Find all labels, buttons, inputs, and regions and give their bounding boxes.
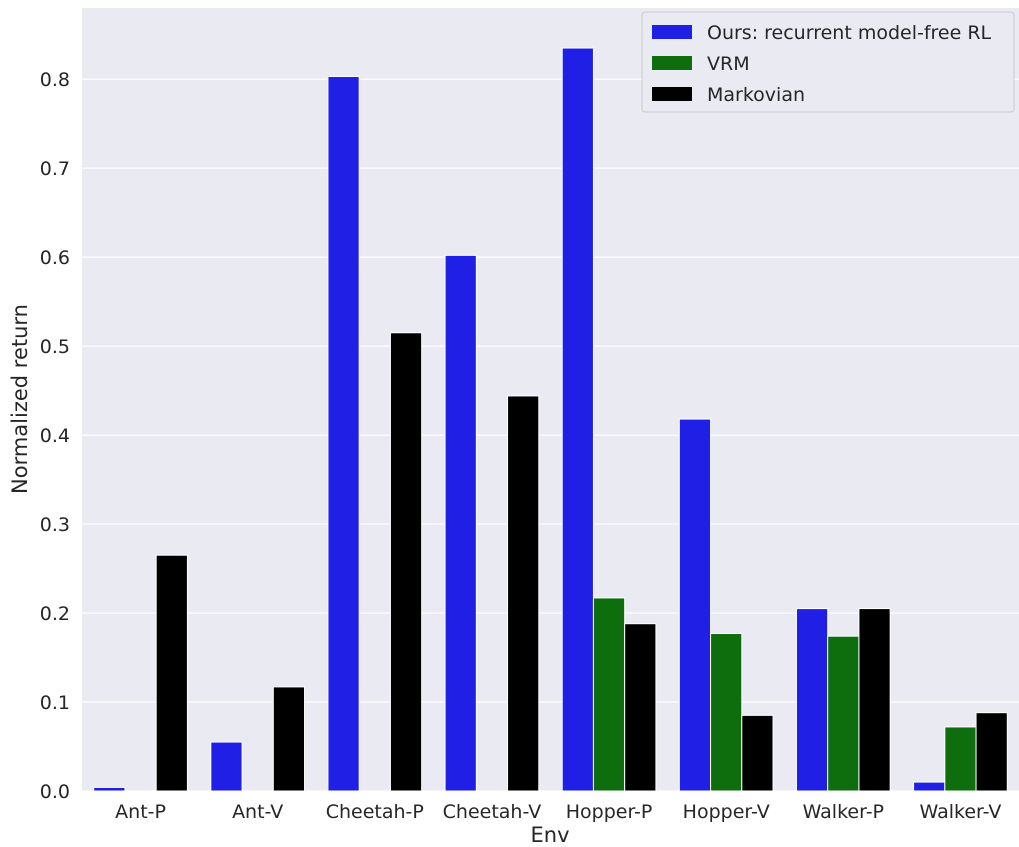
legend-box	[641, 11, 1015, 113]
y-tick-label: 0.4	[40, 425, 70, 447]
y-tick-label: 0.0	[40, 781, 70, 803]
bar-hopper-v-series-1	[710, 633, 743, 792]
bar-walker-p-series-1	[827, 635, 860, 792]
bars	[93, 47, 1008, 792]
x-tick-label-cheetah-p: Cheetah-P	[326, 801, 424, 823]
bar-walker-p-series-0	[795, 608, 829, 792]
bar-walker-p-series-2	[858, 608, 891, 792]
bar-ant-p-series-2	[155, 554, 188, 792]
legend-swatch-ours	[652, 25, 692, 39]
y-tick-label: 0.2	[40, 603, 70, 625]
bar-walker-v-series-2	[975, 712, 1008, 792]
legend-swatch-vrm	[652, 56, 692, 70]
bar-ant-v-series-2	[272, 686, 306, 792]
y-tick-label: 0.5	[40, 336, 70, 358]
y-tick-label: 0.6	[40, 247, 70, 269]
x-tick-label-hopper-p: Hopper-P	[566, 801, 653, 823]
x-tick-label-walker-v: Walker-V	[920, 801, 1002, 823]
bar-hopper-p-series-1	[592, 597, 626, 792]
x-tick-label-cheetah-v: Cheetah-V	[443, 801, 542, 823]
y-axis-label: Normalized return	[8, 304, 32, 494]
bar-cheetah-v-series-0	[444, 254, 477, 792]
y-tick-label: 0.3	[40, 514, 70, 536]
y-tick-label: 0.8	[40, 69, 70, 91]
x-tick-label-ant-v: Ant-V	[232, 801, 283, 823]
bar-ant-v-series-0	[210, 741, 243, 792]
bar-cheetah-v-series-2	[507, 395, 540, 792]
bar-hopper-v-series-0	[678, 418, 712, 792]
legend-label-vrm: VRM	[707, 53, 750, 75]
bar-hopper-p-series-0	[561, 47, 594, 792]
y-tick-labels: 0.0 0.1 0.2 0.3 0.4 0.5 0.6 0.7 0.8	[40, 69, 70, 803]
y-tick-label: 0.7	[40, 158, 70, 180]
legend-label-ours: Ours: recurrent model-free RL	[707, 22, 992, 44]
bar-hopper-v-series-2	[741, 714, 774, 792]
legend: Ours: recurrent model-free RL VRM Markov…	[641, 11, 1015, 113]
bar-walker-v-series-0	[913, 781, 946, 792]
x-tick-label-walker-p: Walker-P	[803, 801, 884, 823]
x-tick-label-ant-p: Ant-P	[115, 801, 166, 823]
legend-label-markovian: Markovian	[707, 84, 805, 106]
y-tick-label: 0.1	[40, 692, 70, 714]
bar-ant-p-series-0	[93, 786, 126, 792]
bar-walker-v-series-1	[944, 726, 977, 792]
x-axis-label: Env	[530, 823, 569, 847]
legend-swatch-markovian	[652, 87, 692, 101]
bar-hopper-p-series-2	[624, 623, 657, 792]
x-tick-label-hopper-v: Hopper-V	[683, 801, 770, 823]
bar-cheetah-p-series-2	[389, 332, 423, 792]
bar-cheetah-p-series-0	[327, 76, 360, 792]
x-tick-labels: Ant-P Ant-V Cheetah-P Cheetah-V Hopper-P Hopp…	[115, 801, 1001, 823]
